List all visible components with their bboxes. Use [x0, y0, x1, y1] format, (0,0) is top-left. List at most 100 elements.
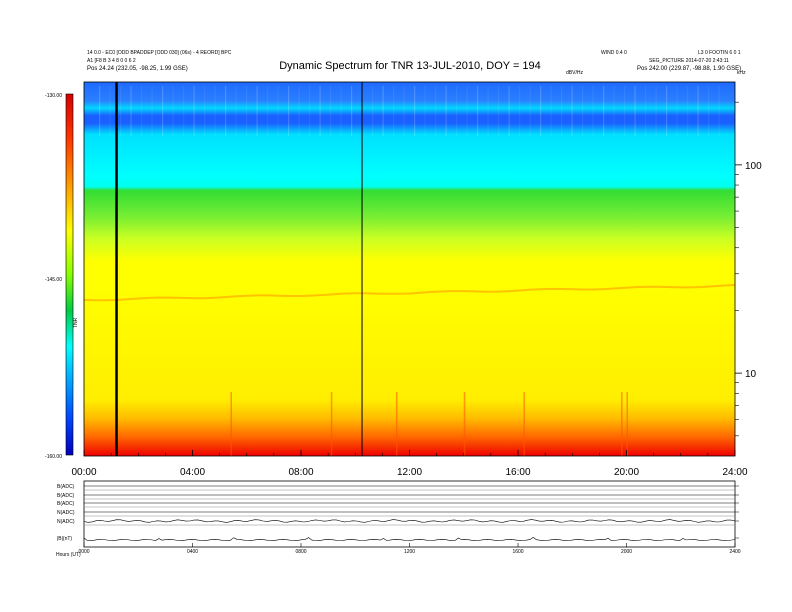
- spectrogram-striation: [130, 86, 132, 136]
- trace-rows: B(ADC) B(ADC) B(ADC) N(ADC) N(ADC) |B|(nT) 000…: [57, 484, 741, 555]
- lower-footer-label: Hours (UT): [56, 552, 81, 558]
- spectrogram-striation: [319, 86, 321, 136]
- header-meta-line2: A1 [F8 B 3 4 8 0 0 6 2: [87, 58, 136, 64]
- spectrogram-striation: [498, 86, 500, 136]
- spectrogram-striation: [655, 86, 657, 136]
- spectrogram-striation: [267, 86, 269, 136]
- plasma-line-trace: [83, 283, 736, 302]
- spectrogram-striation: [99, 86, 101, 136]
- header-meta-line1: 14 0.0 - EC0 [ODD BPADDEP [ODD 030] (06s…: [87, 50, 232, 56]
- y-tick-label: 10: [745, 369, 757, 380]
- spectrogram-striation: [676, 86, 678, 136]
- colorbar-side-label: TNR: [73, 317, 79, 328]
- spectrogram-striation: [466, 86, 468, 136]
- lower-traces-panel: B(ADC) B(ADC) B(ADC) N(ADC) N(ADC) |B|(nT) 000…: [56, 480, 741, 558]
- trace-row-label: B(ADC): [57, 501, 75, 507]
- trace-row-label: B(ADC): [57, 493, 75, 499]
- spectrogram-striation: [277, 86, 279, 136]
- colorbar: -130.00 -145.00 -160.00 TNR: [45, 93, 79, 460]
- x-tick-label: 16:00: [505, 467, 530, 478]
- y-tick-label: 100: [745, 161, 762, 172]
- spectrogram-striation: [288, 86, 290, 136]
- spectrogram-striation: [183, 86, 185, 136]
- trace-row-label: |B|(nT): [57, 536, 72, 542]
- lower-x-tick-label: 1200: [404, 549, 415, 555]
- spectrogram-striation: [256, 86, 258, 136]
- x-axis: 00:00 04:00 08:00 12:00 16:00 20:00 24:00: [71, 450, 748, 478]
- trace-row-label: N(ADC): [57, 519, 75, 525]
- colorbar-tick-bottom: -160.00: [45, 454, 62, 460]
- spectrogram-striation: [403, 86, 405, 136]
- trace-row-label: N(ADC): [57, 510, 75, 516]
- burst-streak: [330, 392, 333, 456]
- spectrogram-striation: [613, 86, 615, 136]
- colorbar-gradient: [66, 94, 73, 455]
- spectrogram-striation: [477, 86, 479, 136]
- spectrogram-striation: [561, 86, 563, 136]
- spectrogram-features: [83, 82, 736, 456]
- spectrogram-striation: [424, 86, 426, 136]
- spectrogram-striation: [624, 86, 626, 136]
- chart-title: Dynamic Spectrum for TNR 13-JUL-2010, DO…: [279, 60, 541, 72]
- spectrogram-striation: [204, 86, 206, 136]
- burst-streak: [621, 392, 623, 456]
- lower-x-tick-label: 2400: [729, 549, 740, 555]
- colorbar-tick-mid: -145.00: [45, 277, 62, 283]
- lower-x-tick-label: 1600: [512, 549, 523, 555]
- spectrogram-striation: [445, 86, 447, 136]
- lower-x-tick-label: 0000: [78, 549, 89, 555]
- header-picture-id: SEG_PICTURE 2014-07-20 2:43:11: [649, 58, 729, 64]
- spectrogram-striation: [393, 86, 395, 136]
- spectrogram-striation: [697, 86, 699, 136]
- spectrogram-striation: [193, 86, 195, 136]
- spectrogram-striation: [109, 86, 111, 136]
- spectrogram-striation: [666, 86, 668, 136]
- spectrogram-striation: [246, 86, 248, 136]
- spectrogram-striation: [603, 86, 605, 136]
- spectrogram-striation: [718, 86, 720, 136]
- spectrogram-striation: [351, 86, 353, 136]
- spectrogram-striation: [298, 86, 300, 136]
- spectrogram-striation: [151, 86, 153, 136]
- burst-streak: [626, 392, 628, 456]
- spectrogram: 00:00 04:00 08:00 12:00 16:00 20:00 24:00 1010…: [71, 81, 762, 478]
- spectrogram-striation: [456, 86, 458, 136]
- header-left-position: Pos 24.24 (232.05, -98.25, 1.99 GSE): [87, 66, 188, 72]
- spectrogram-striation: [225, 86, 227, 136]
- spectrogram-striation: [414, 86, 416, 136]
- y-axis-right: 10 100: [735, 101, 762, 437]
- spectrogram-striation: [330, 86, 332, 136]
- spectrogram-striation: [508, 86, 510, 136]
- spectrogram-striation: [582, 86, 584, 136]
- colorbar-frame: [65, 93, 74, 456]
- spectrogram-striation: [172, 86, 174, 136]
- x-tick-label: 20:00: [614, 467, 639, 478]
- spectrogram-striation: [592, 86, 594, 136]
- burst-streak: [523, 392, 525, 456]
- spectrogram-striation: [571, 86, 573, 136]
- magnetic-field-trace: [83, 537, 736, 541]
- header-instrument: WIND 0.4 0: [601, 50, 627, 56]
- spectrogram-striation: [550, 86, 552, 136]
- x-tick-label: 24:00: [722, 467, 747, 478]
- traces-frame: [83, 480, 736, 548]
- lower-x-tick-label: 0800: [295, 549, 306, 555]
- x-tick-label: 12:00: [397, 467, 422, 478]
- spectrogram-striation: [309, 86, 311, 136]
- colorbar-tick-top: -130.00: [45, 93, 62, 99]
- burst-streak: [395, 392, 398, 456]
- x-tick-label: 08:00: [288, 467, 313, 478]
- spectrogram-striation: [540, 86, 542, 136]
- burst-streak: [230, 392, 232, 456]
- spectrogram-striation: [235, 86, 237, 136]
- header-right-position: Pos 242.00 (229.87, -98.88, 1.90 GSE): [637, 66, 741, 72]
- spectrogram-striation: [645, 86, 647, 136]
- spectrogram-striation: [435, 86, 437, 136]
- spectrogram-striation: [634, 86, 636, 136]
- trace-row-label: B(ADC): [57, 484, 75, 490]
- frequency-unit-label: kHz: [737, 70, 746, 76]
- spectrogram-striation: [340, 86, 342, 136]
- lower-x-tick-label: 0400: [187, 549, 198, 555]
- spectrogram-striation: [687, 86, 689, 136]
